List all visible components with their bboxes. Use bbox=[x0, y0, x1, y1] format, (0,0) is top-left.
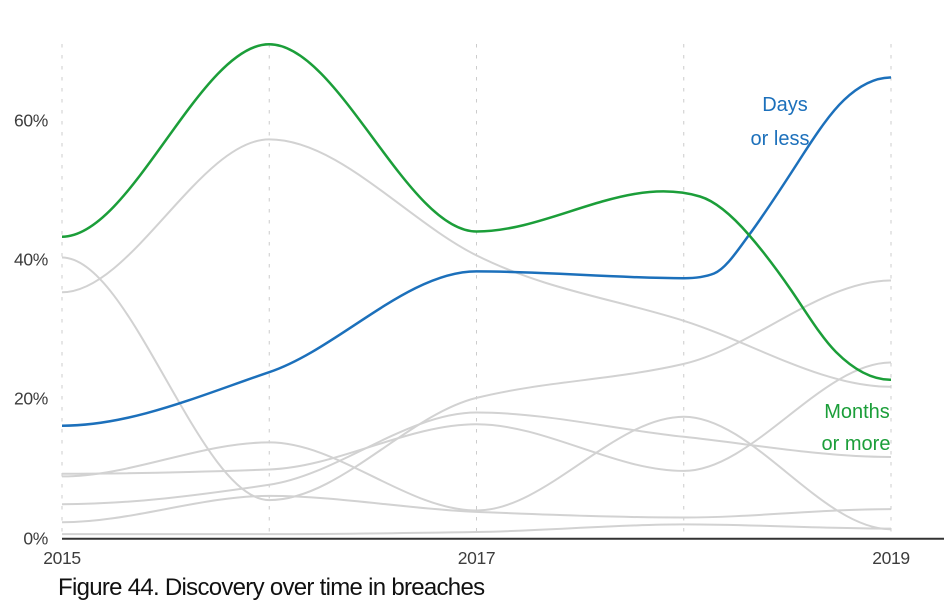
svg-text:0%: 0% bbox=[23, 529, 48, 549]
svg-text:Days: Days bbox=[762, 94, 808, 116]
svg-text:20%: 20% bbox=[14, 389, 48, 409]
svg-text:or less: or less bbox=[751, 128, 810, 150]
svg-text:or more: or more bbox=[822, 433, 891, 455]
svg-text:60%: 60% bbox=[14, 111, 48, 131]
svg-text:2017: 2017 bbox=[458, 548, 496, 568]
svg-text:Months: Months bbox=[824, 401, 890, 423]
svg-text:2019: 2019 bbox=[872, 548, 910, 568]
svg-text:40%: 40% bbox=[14, 250, 48, 270]
svg-text:2015: 2015 bbox=[43, 548, 81, 568]
svg-text:Figure 44. Discovery over time: Figure 44. Discovery over time in breach… bbox=[58, 574, 485, 601]
